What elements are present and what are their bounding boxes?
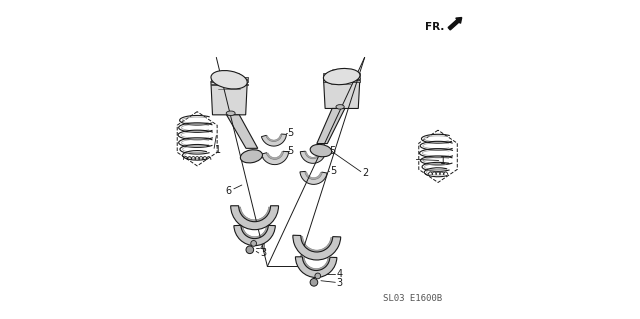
Text: 4: 4 [336, 269, 342, 279]
Text: 5: 5 [287, 128, 293, 138]
Polygon shape [211, 80, 248, 82]
Polygon shape [323, 78, 360, 108]
Wedge shape [300, 171, 327, 184]
Circle shape [315, 273, 321, 279]
Wedge shape [266, 135, 282, 142]
Wedge shape [293, 235, 340, 260]
Wedge shape [266, 152, 284, 160]
Ellipse shape [241, 150, 262, 163]
Text: 6: 6 [225, 186, 232, 196]
Polygon shape [211, 81, 247, 115]
Wedge shape [241, 226, 269, 239]
Circle shape [246, 246, 253, 254]
Text: 1: 1 [440, 156, 445, 167]
FancyArrow shape [448, 18, 461, 30]
Ellipse shape [211, 70, 247, 89]
Circle shape [310, 278, 318, 286]
Polygon shape [323, 77, 360, 79]
Text: 2: 2 [362, 168, 368, 178]
Polygon shape [211, 77, 248, 79]
Polygon shape [211, 84, 248, 85]
Text: 5: 5 [329, 145, 335, 156]
Wedge shape [261, 151, 289, 165]
Ellipse shape [323, 69, 360, 85]
Wedge shape [238, 207, 271, 222]
Polygon shape [323, 73, 360, 76]
Wedge shape [296, 257, 337, 278]
Polygon shape [317, 108, 345, 144]
Circle shape [251, 241, 257, 246]
Wedge shape [305, 152, 321, 159]
Wedge shape [230, 206, 278, 230]
Text: 5: 5 [287, 145, 293, 156]
Text: FR.: FR. [425, 22, 444, 32]
Wedge shape [234, 226, 275, 246]
Ellipse shape [226, 111, 235, 115]
Wedge shape [300, 237, 333, 253]
Wedge shape [300, 151, 326, 163]
Wedge shape [302, 258, 330, 271]
Text: 3: 3 [336, 278, 342, 288]
Wedge shape [261, 134, 287, 146]
Ellipse shape [310, 145, 332, 157]
Text: 4: 4 [260, 243, 266, 253]
Wedge shape [305, 172, 323, 180]
Text: 3: 3 [260, 248, 266, 258]
Polygon shape [227, 115, 258, 148]
Polygon shape [323, 80, 360, 82]
Text: 1: 1 [216, 145, 221, 155]
Ellipse shape [336, 105, 344, 109]
Text: SL03 E1600B: SL03 E1600B [383, 294, 442, 303]
Text: 5: 5 [330, 166, 336, 176]
